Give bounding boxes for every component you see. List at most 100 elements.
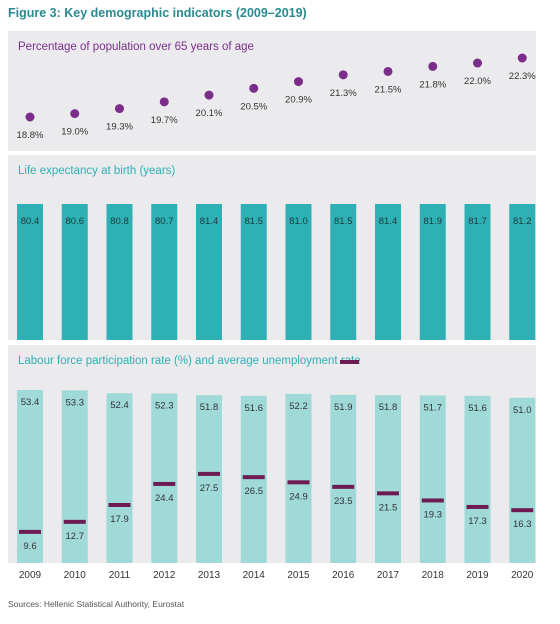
unemployment-marker [19, 529, 41, 534]
life-expectancy-label: 80.7 [155, 216, 174, 227]
labour-participation-label: 51.8 [379, 402, 398, 413]
unemployment-label: 24.4 [155, 493, 174, 504]
unemployment-label: 26.5 [245, 486, 264, 497]
unemployment-marker [511, 508, 534, 513]
year-tick-label: 2016 [332, 570, 355, 581]
life-expectancy-label: 80.8 [110, 216, 129, 227]
population-65-label: 18.8% [17, 130, 44, 141]
life-expectancy-bar [17, 204, 43, 340]
source-note: Sources: Hellenic Statistical Authority,… [8, 599, 185, 609]
labour-participation-label: 51.8 [200, 402, 219, 413]
life-expectancy-bar [375, 204, 401, 340]
life-expectancy-label: 80.6 [66, 216, 85, 227]
population-65-point [159, 97, 169, 107]
life-expectancy-bar [285, 204, 312, 340]
unemployment-label: 12.7 [66, 531, 85, 542]
population-65-point [70, 109, 80, 119]
population-65-label: 20.5% [240, 101, 267, 112]
labour-participation-label: 52.2 [289, 401, 308, 412]
unemployment-label: 27.5 [200, 483, 219, 494]
life-expectancy-label: 81.7 [468, 216, 487, 227]
year-tick-label: 2013 [198, 570, 221, 581]
labour-participation-bar [419, 395, 446, 563]
population-65-point [294, 77, 303, 87]
population-65-point [115, 104, 124, 114]
panel-labour-force: Labour force participation rate (%) and … [8, 345, 536, 563]
unemployment-marker [242, 475, 265, 480]
figure-title: Figure 3: Key demographic indicators (20… [8, 6, 307, 20]
labour-participation-label: 51.6 [468, 403, 487, 414]
labour-participation-bar [17, 389, 43, 563]
year-tick-label: 2011 [109, 570, 131, 581]
labour-participation-bar [106, 393, 133, 563]
labour-participation-bar [509, 397, 536, 563]
life-expectancy-label: 81.5 [334, 216, 353, 227]
life-expectancy-label: 81.5 [245, 216, 264, 227]
labour-participation-bar [375, 395, 401, 563]
life-expectancy-bar [196, 204, 222, 340]
labour-participation-bar [196, 395, 222, 563]
year-tick-label: 2019 [466, 570, 489, 581]
population-65-label: 19.0% [61, 127, 88, 138]
panel-title-labour-force: Labour force participation rate (%) and … [18, 355, 361, 367]
panel-title-population-65: Percentage of population over 65 years o… [18, 41, 254, 53]
life-expectancy-bar [419, 204, 446, 340]
labour-participation-label: 52.3 [155, 401, 174, 412]
population-65-point [25, 112, 35, 122]
year-tick-label: 2014 [243, 570, 266, 581]
population-65-label: 20.9% [285, 95, 312, 106]
unemployment-label: 17.9 [110, 514, 129, 525]
unemployment-label: 16.3 [513, 519, 532, 530]
unemployment-marker [198, 471, 220, 476]
unemployment-marker [287, 480, 310, 485]
labour-participation-bar [464, 395, 491, 563]
labour-participation-label: 51.7 [424, 402, 443, 413]
life-expectancy-bar [106, 204, 133, 340]
chart-life-expectancy: 80.4 80.6 80.8 80.7 81.4 81.5 81.0 81.5 81.4 81.9… [17, 204, 536, 340]
unemployment-label: 21.5 [379, 502, 398, 513]
unemployment-marker [332, 484, 355, 489]
life-expectancy-label: 81.9 [424, 216, 443, 227]
chart-labour-force: 53.4 53.3 52.4 52.3 51.8 51.6 52.2 51.9 51.8 51.7… [17, 389, 536, 563]
life-expectancy-bar [151, 204, 178, 340]
year-tick-label: 2012 [153, 570, 176, 581]
unemployment-label: 24.9 [289, 491, 308, 502]
population-65-label: 21.5% [375, 84, 402, 95]
labour-participation-label: 51.6 [245, 403, 264, 414]
life-expectancy-label: 81.0 [289, 216, 308, 227]
labour-participation-label: 51.9 [334, 402, 353, 413]
chart-population-65: 18.8% 19.0% 19.3% 19.7% 20.1% 20.5% 20.9% 21.3%… [17, 53, 536, 141]
population-65-label: 20.1% [196, 108, 223, 119]
population-65-label: 22.0% [464, 76, 491, 87]
life-expectancy-label: 81.4 [379, 216, 398, 227]
population-65-point [517, 53, 527, 63]
unemployment-marker [421, 498, 444, 503]
year-axis: 2009 2010 2011 2012 2013 2014 2015 2016 2017 2018… [19, 570, 534, 581]
unemployment-marker [63, 519, 86, 524]
year-tick-label: 2015 [287, 570, 310, 581]
population-65-point [428, 61, 438, 71]
year-tick-label: 2017 [377, 570, 400, 581]
panel-life-expectancy: Life expectancy at birth (years) 80.4 80.… [8, 155, 536, 340]
population-65-label: 21.3% [330, 88, 357, 99]
unemployment-marker [466, 504, 489, 509]
unemployment-marker [108, 503, 131, 508]
population-65-label: 21.8% [419, 79, 446, 90]
population-65-label: 22.3% [509, 71, 536, 82]
population-65-point [338, 70, 348, 80]
population-65-label: 19.7% [151, 115, 178, 126]
year-tick-label: 2010 [64, 570, 87, 581]
population-65-point [383, 66, 393, 76]
panel-title-life-expectancy: Life expectancy at birth (years) [18, 165, 176, 177]
life-expectancy-bar [330, 204, 357, 340]
population-65-label: 19.3% [106, 122, 133, 133]
labour-participation-bar [151, 393, 178, 563]
legend-unemployment-marker [340, 360, 359, 364]
population-65-point [204, 90, 214, 100]
panel-population-65: Percentage of population over 65 years o… [8, 31, 536, 151]
life-expectancy-bar [240, 204, 267, 340]
life-expectancy-label: 81.2 [513, 216, 532, 227]
labour-participation-bar [330, 394, 357, 563]
population-65-point [473, 58, 482, 68]
life-expectancy-bar [509, 204, 536, 340]
